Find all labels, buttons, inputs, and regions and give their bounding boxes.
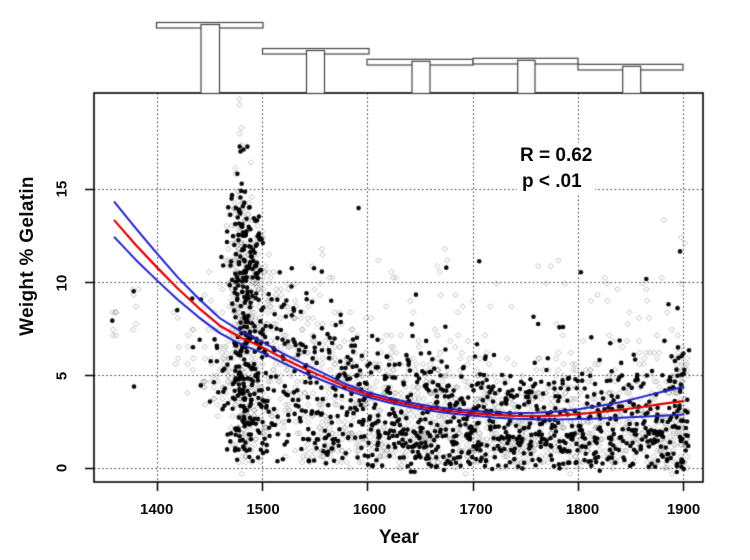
stats-annotation: R = 0.62 p < .01 — [517, 143, 596, 195]
x-tick-label: 1800 — [565, 501, 600, 518]
x-tick-label: 1600 — [352, 501, 387, 518]
y-axis-title: Weight % Gelatin — [17, 176, 38, 336]
x-axis-title: Year — [378, 527, 420, 548]
y-tick-label: 15 — [53, 180, 71, 197]
x-tick-label: 1700 — [459, 501, 493, 518]
y-tick-label: 10 — [53, 274, 71, 292]
r-value-text: R = 0.62 — [520, 145, 593, 166]
y-tick-label: 0 — [53, 463, 71, 473]
x-tick-label: 1900 — [666, 501, 701, 518]
x-tick-label: 1500 — [246, 501, 280, 518]
p-value-text: p < .01 — [522, 171, 582, 192]
y-tick-label: 5 — [53, 371, 71, 380]
x-tick-label: 1400 — [140, 501, 174, 518]
